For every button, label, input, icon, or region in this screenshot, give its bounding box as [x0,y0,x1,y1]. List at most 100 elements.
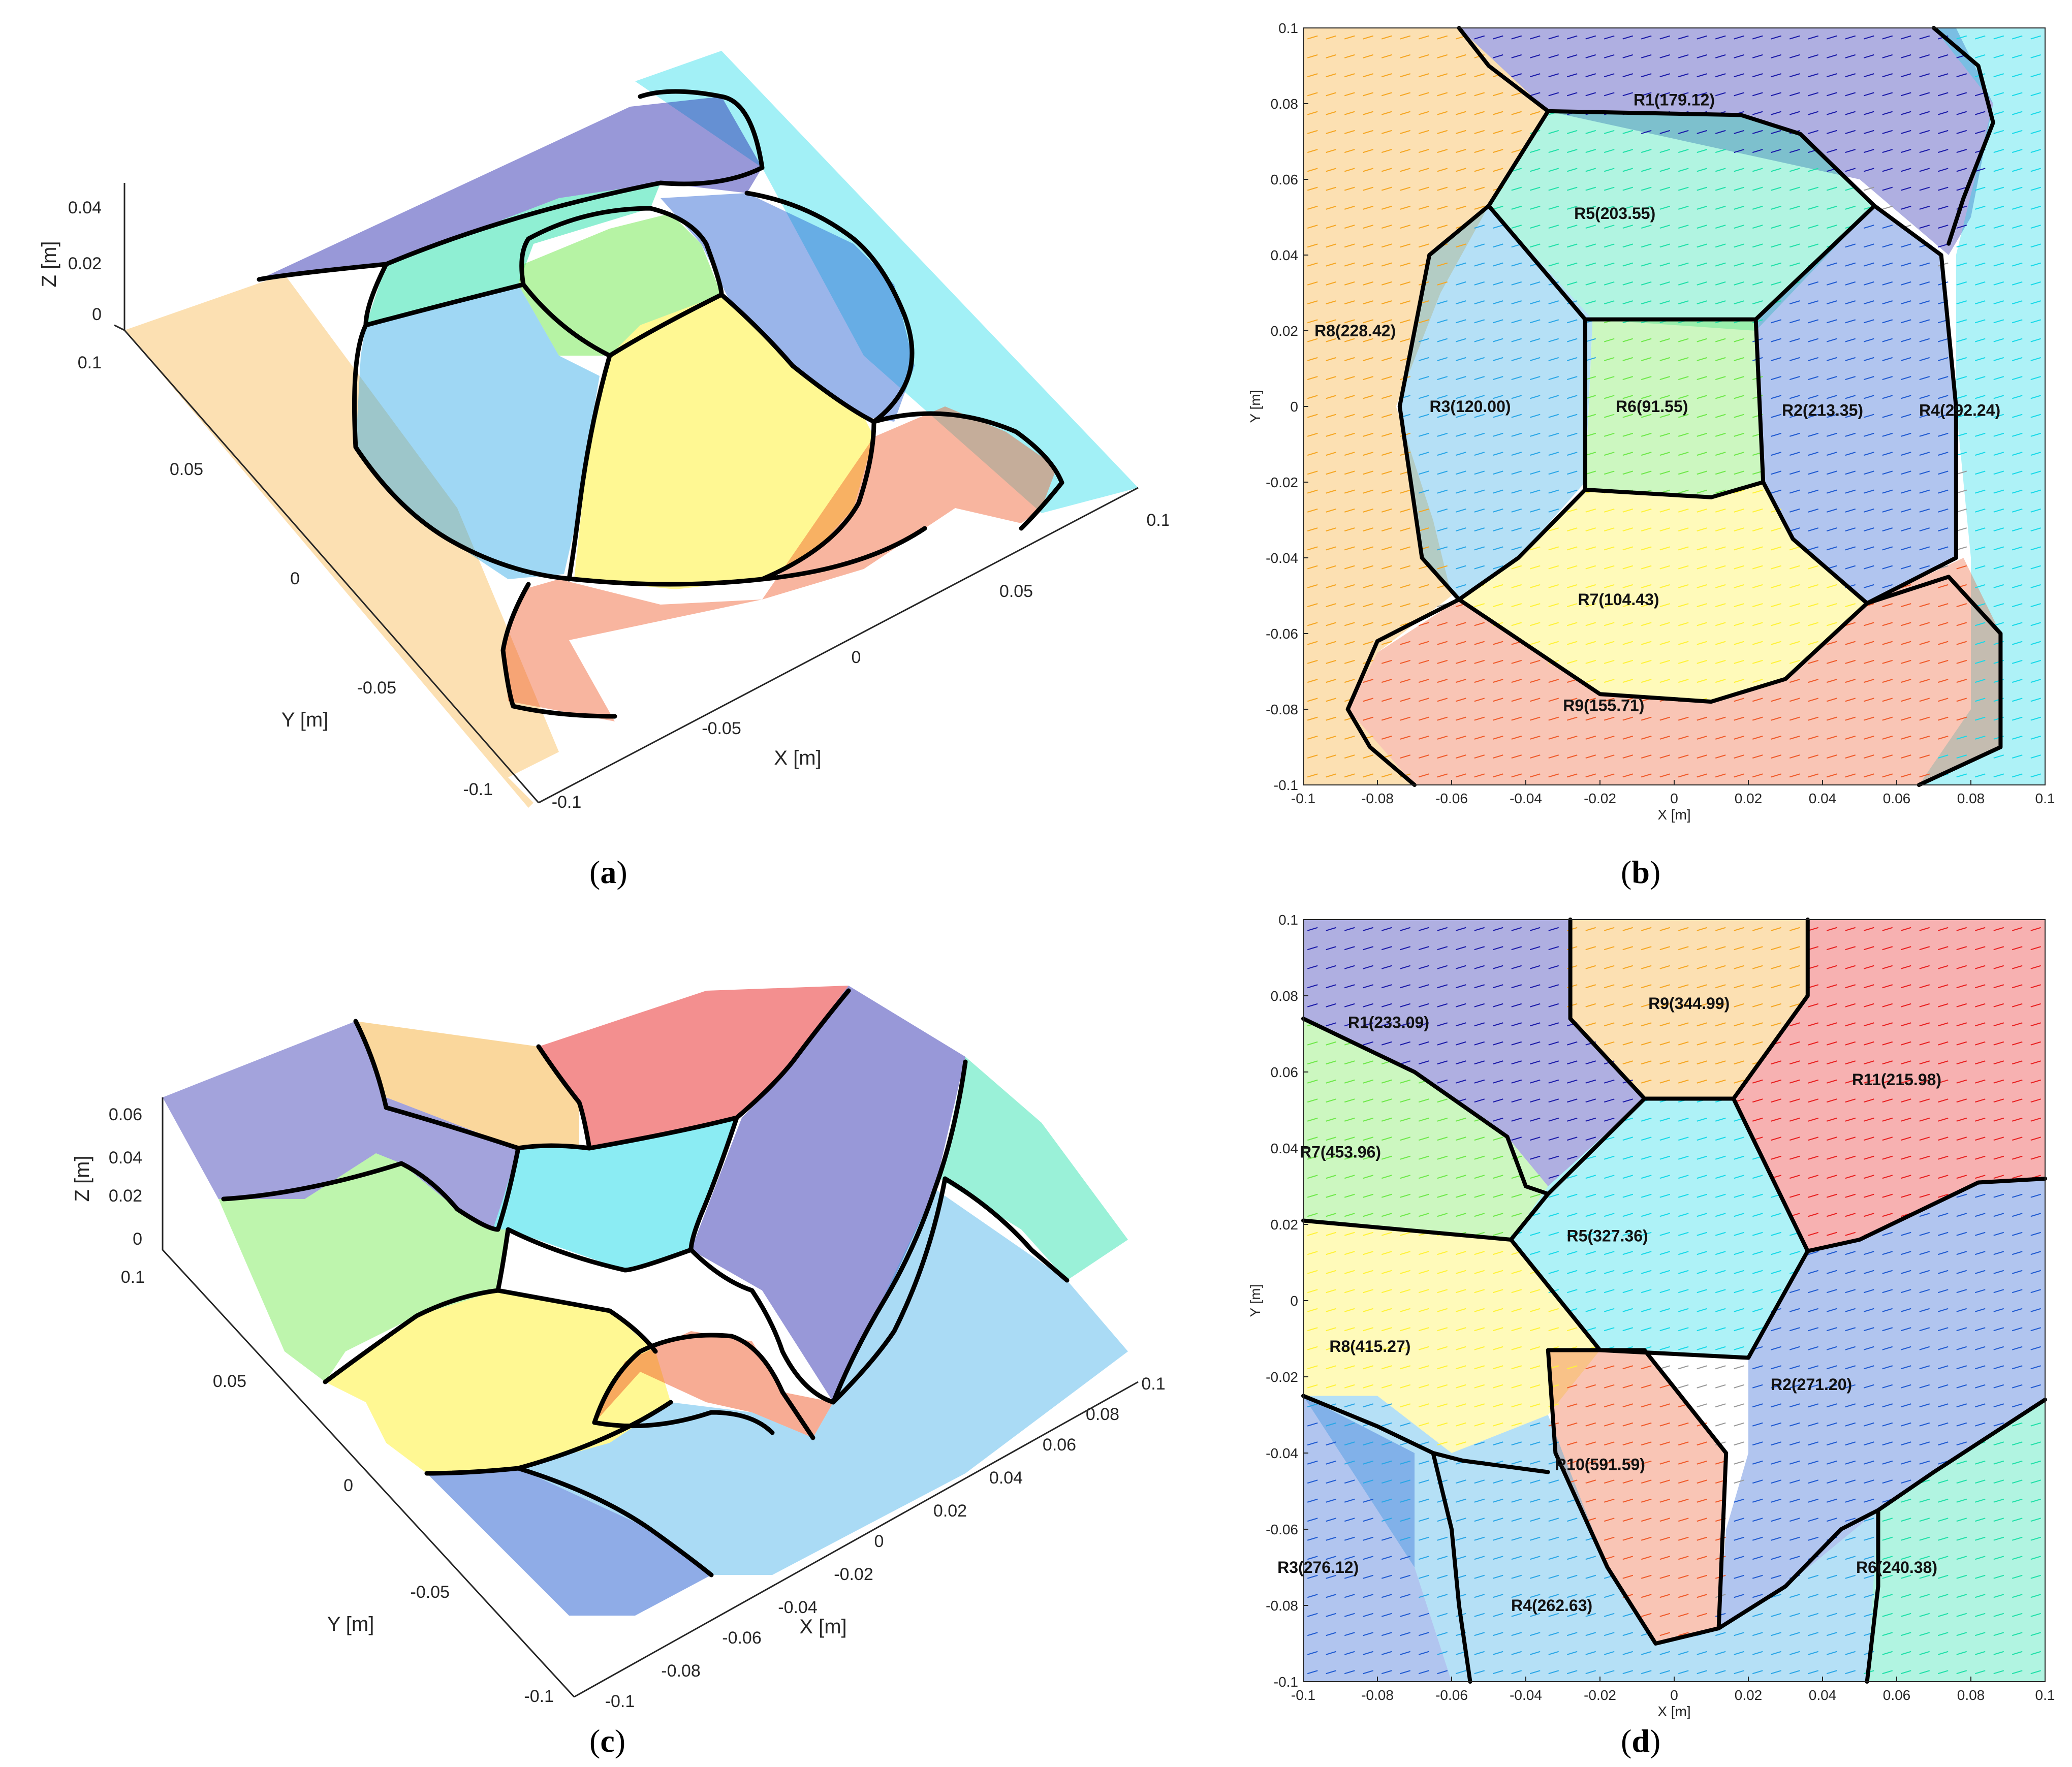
b-vector [1715,754,1726,759]
b-vector [1678,641,1689,645]
d-vector [1474,1022,1485,1027]
b-vector [1437,773,1448,778]
b-vector [1882,584,1893,588]
b-vector [1437,376,1448,381]
b-vector [1956,546,1967,551]
d-vector [1808,1193,1819,1198]
b-vector [1789,773,1800,778]
b-vector [1956,281,1967,286]
b-vector [2012,414,2023,418]
b-vector [1974,319,1986,324]
d-vector [1566,1327,1578,1332]
d-vector [1400,1022,1411,1027]
d-vector [2012,1365,2023,1370]
b-vector [1400,35,1411,40]
d-vector [1678,965,1689,969]
d-vector [1956,1518,1967,1522]
b-vector [1363,225,1374,229]
b-vector [1492,508,1503,513]
d-vector [1604,1460,1615,1465]
d-vector [1715,1289,1726,1293]
d-vector [1697,1232,1708,1236]
b-vector [1641,773,1652,778]
b-vector [1734,546,1745,551]
b-vector [1993,225,2004,229]
d-vector [1956,1460,1967,1465]
b-vector [1715,641,1726,645]
b-vector [1363,470,1374,475]
b-vector [1604,35,1615,40]
d-vector [2012,1346,2023,1350]
d-vector [1326,1232,1337,1236]
d-vector [1641,1213,1652,1217]
d-vector [1659,927,1671,931]
d-vector [1752,1022,1763,1027]
b-vector [1826,414,1837,418]
d-vector [1956,1441,1967,1446]
d-vector [1956,1308,1967,1312]
b-vector [1511,225,1522,229]
b-vector [1529,338,1541,342]
d-vector [1715,1632,1726,1636]
d-vector [1585,1137,1596,1141]
d-vector [1659,1022,1671,1027]
b-vector [1418,243,1429,248]
d-vector [1808,946,1819,951]
d-vector [1715,1155,1726,1160]
b-vector [1418,205,1429,210]
b-vector [1659,641,1671,645]
d-vector [1771,1422,1782,1427]
b-vector [1492,130,1503,134]
d-vector [1326,1251,1337,1255]
b-vector [1418,659,1429,664]
b-vector [1789,300,1800,305]
d-vector [1604,1518,1615,1522]
d-vector [1474,1289,1485,1293]
d-vector [1974,1022,1986,1027]
b-vector [1455,73,1466,78]
d-vector [1974,1137,1986,1141]
d-vector [1845,1460,1856,1465]
d-vector [1400,946,1411,951]
d-vector [1344,1060,1355,1065]
d-vector [1659,1175,1671,1179]
b-vector [1400,111,1411,115]
b-vector [1307,35,1318,40]
d-vector [1752,1441,1763,1446]
b-vector [1734,679,1745,683]
d-vector [1678,1518,1689,1522]
d-vector [1511,1079,1522,1084]
b-vector [1752,603,1763,608]
d-vector [1437,1289,1448,1293]
d-vector [1529,1613,1541,1617]
b-vector [1511,205,1522,210]
b-vector [1826,111,1837,115]
b-vector [1307,452,1318,456]
d-vector [1492,1022,1503,1027]
a-xtick-0: -0.1 [552,793,582,812]
d-ytick-label: -0.1 [1274,1674,1298,1690]
d-vector [1455,1213,1466,1217]
d-vector [1863,1574,1874,1579]
d-vector [1381,1213,1392,1217]
d-vector [1882,1422,1893,1427]
b-vector [1789,54,1800,58]
b-vector [2030,130,2042,134]
b-vector [1882,452,1893,456]
d-vector [1307,1175,1318,1179]
d-vector [1604,1365,1615,1370]
d-vector [1678,1060,1689,1065]
d-vector [1882,1193,1893,1198]
d-vector [1418,1632,1429,1636]
b-vector [2030,622,2042,626]
d-vector [1882,1441,1893,1446]
d-vector [1697,984,1708,989]
d-vector [1492,1594,1503,1598]
d-vector [1659,1422,1671,1427]
d-vector [1641,1137,1652,1141]
b-vector [1789,338,1800,342]
d-vector [1437,1651,1448,1655]
d-vector [1771,946,1782,951]
d-vector [1974,965,1986,969]
d-vector [1363,946,1374,951]
